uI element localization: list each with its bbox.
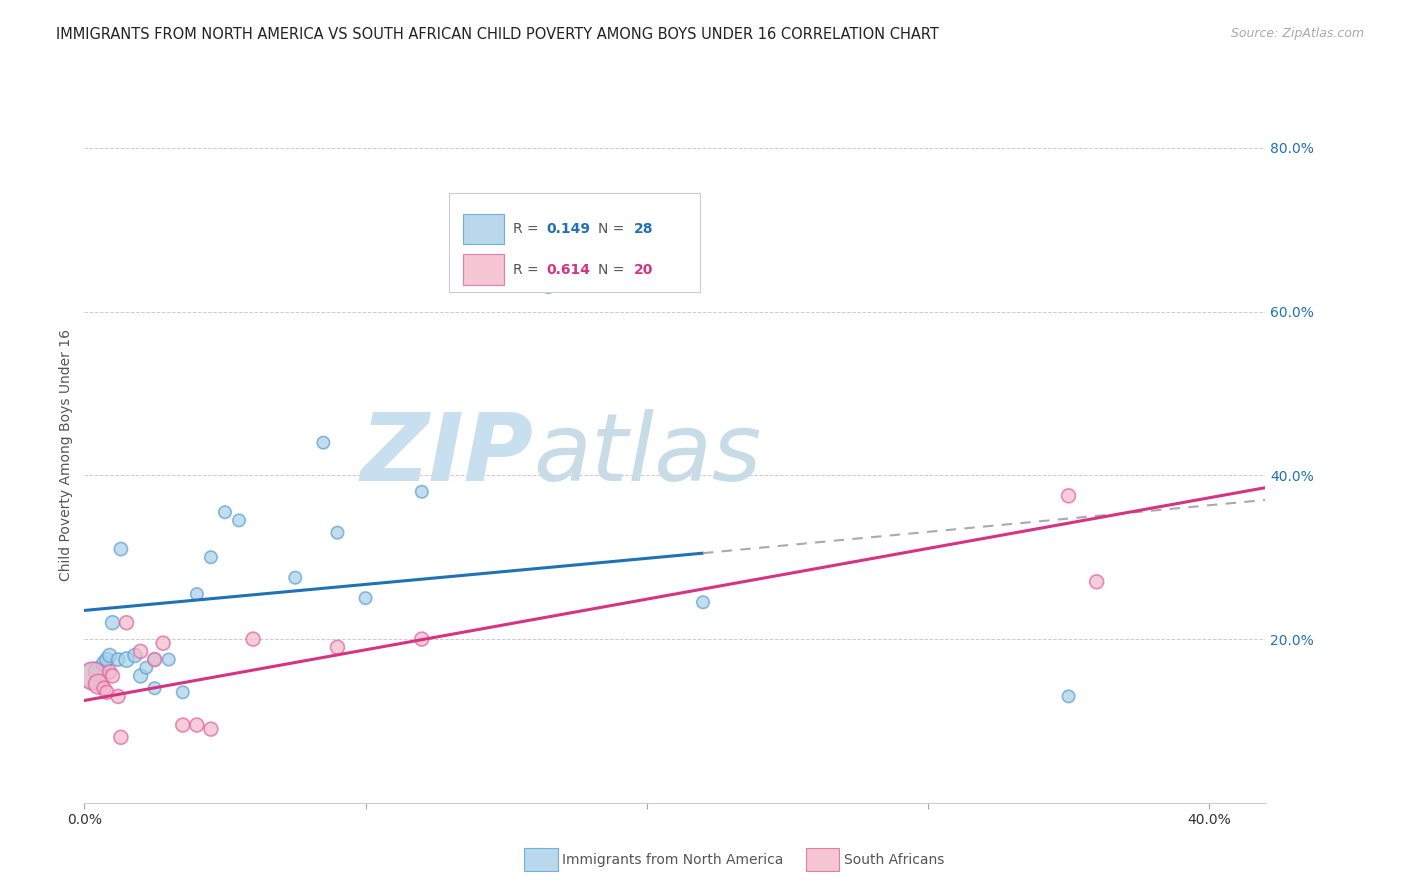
Point bbox=[152, 636, 174, 650]
Point bbox=[110, 731, 132, 745]
Text: 0.614: 0.614 bbox=[546, 263, 591, 277]
Point bbox=[157, 652, 180, 666]
Point bbox=[129, 669, 152, 683]
Text: Immigrants from North America: Immigrants from North America bbox=[562, 853, 783, 867]
Point bbox=[101, 669, 124, 683]
Text: R =: R = bbox=[513, 222, 543, 236]
Point bbox=[143, 681, 166, 696]
Text: atlas: atlas bbox=[533, 409, 762, 500]
Point bbox=[93, 681, 115, 696]
Point bbox=[93, 657, 115, 671]
Point bbox=[228, 513, 250, 527]
Text: 20: 20 bbox=[634, 263, 652, 277]
Point bbox=[1085, 574, 1108, 589]
Point bbox=[537, 280, 560, 294]
Point bbox=[186, 587, 208, 601]
Point bbox=[124, 648, 146, 663]
Point bbox=[129, 644, 152, 658]
Point bbox=[143, 652, 166, 666]
Text: N =: N = bbox=[598, 222, 628, 236]
Point bbox=[1057, 690, 1080, 704]
Point bbox=[82, 669, 104, 683]
Point bbox=[467, 223, 489, 237]
Point bbox=[135, 661, 157, 675]
Point bbox=[110, 542, 132, 557]
Point bbox=[172, 685, 194, 699]
Point bbox=[326, 640, 349, 655]
Text: 0.149: 0.149 bbox=[546, 222, 591, 236]
Point bbox=[1057, 489, 1080, 503]
Point bbox=[200, 722, 222, 736]
Point bbox=[214, 505, 236, 519]
Text: ZIP: ZIP bbox=[360, 409, 533, 501]
Point bbox=[692, 595, 714, 609]
Point bbox=[200, 550, 222, 565]
Point bbox=[101, 615, 124, 630]
Point bbox=[411, 484, 433, 499]
Text: South Africans: South Africans bbox=[844, 853, 943, 867]
Text: R =: R = bbox=[513, 263, 543, 277]
Point bbox=[115, 652, 138, 666]
Point bbox=[87, 677, 110, 691]
Point bbox=[284, 571, 307, 585]
Point bbox=[242, 632, 264, 646]
Point bbox=[96, 652, 118, 666]
Point bbox=[326, 525, 349, 540]
Point bbox=[411, 632, 433, 646]
Point bbox=[143, 652, 166, 666]
Point bbox=[87, 665, 110, 679]
Point bbox=[98, 665, 121, 679]
Y-axis label: Child Poverty Among Boys Under 16: Child Poverty Among Boys Under 16 bbox=[59, 329, 73, 581]
Text: 28: 28 bbox=[634, 222, 652, 236]
Point bbox=[82, 669, 104, 683]
Text: Source: ZipAtlas.com: Source: ZipAtlas.com bbox=[1230, 27, 1364, 40]
Point bbox=[172, 718, 194, 732]
Point bbox=[96, 685, 118, 699]
Point bbox=[354, 591, 377, 606]
Text: IMMIGRANTS FROM NORTH AMERICA VS SOUTH AFRICAN CHILD POVERTY AMONG BOYS UNDER 16: IMMIGRANTS FROM NORTH AMERICA VS SOUTH A… bbox=[56, 27, 939, 42]
Point bbox=[186, 718, 208, 732]
Text: N =: N = bbox=[598, 263, 628, 277]
Point bbox=[98, 648, 121, 663]
Point bbox=[107, 690, 129, 704]
Point bbox=[107, 652, 129, 666]
Point bbox=[312, 435, 335, 450]
Point bbox=[115, 615, 138, 630]
